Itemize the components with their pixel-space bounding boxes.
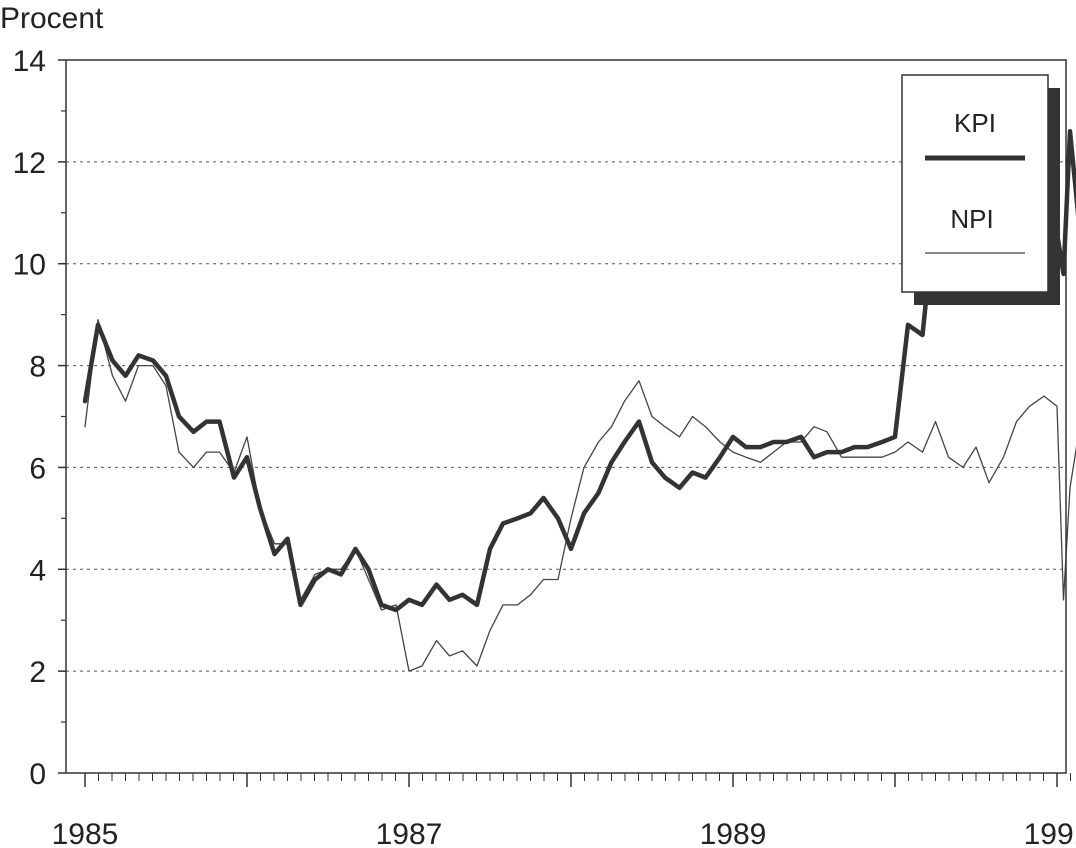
y-tick-label: 14 [13,45,46,78]
y-tick-label: 8 [29,351,46,384]
y-tick-label: 6 [29,452,46,485]
x-axis-ticks: 198519871989199119931995 [52,773,1076,848]
x-tick-label: 1985 [52,818,119,848]
y-axis-label: Procent [0,2,104,35]
y-tick-label: 10 [13,249,46,282]
y-tick-label: 0 [29,758,46,791]
y-tick-label: 12 [13,147,46,180]
plot-frame [65,59,1067,774]
x-tick-label: 1989 [700,818,767,848]
series-line-npi [84,319,1076,672]
y-tick-label: 2 [29,656,46,689]
legend-label-npi: NPI [950,204,993,234]
series-line-kpi [82,129,1076,613]
legend-label-kpi: KPI [954,108,996,138]
x-tick-label: 1991 [1024,818,1076,848]
series-group [82,129,1076,672]
y-axis-ticks: 0 2 4 6 8 10 12 14 [13,45,66,791]
legend-box [901,74,1049,293]
x-tick-label: 1987 [376,818,443,848]
legend: KPI NPI [901,74,1060,305]
y-tick-label: 4 [29,554,46,587]
grid-lines [66,161,1066,672]
